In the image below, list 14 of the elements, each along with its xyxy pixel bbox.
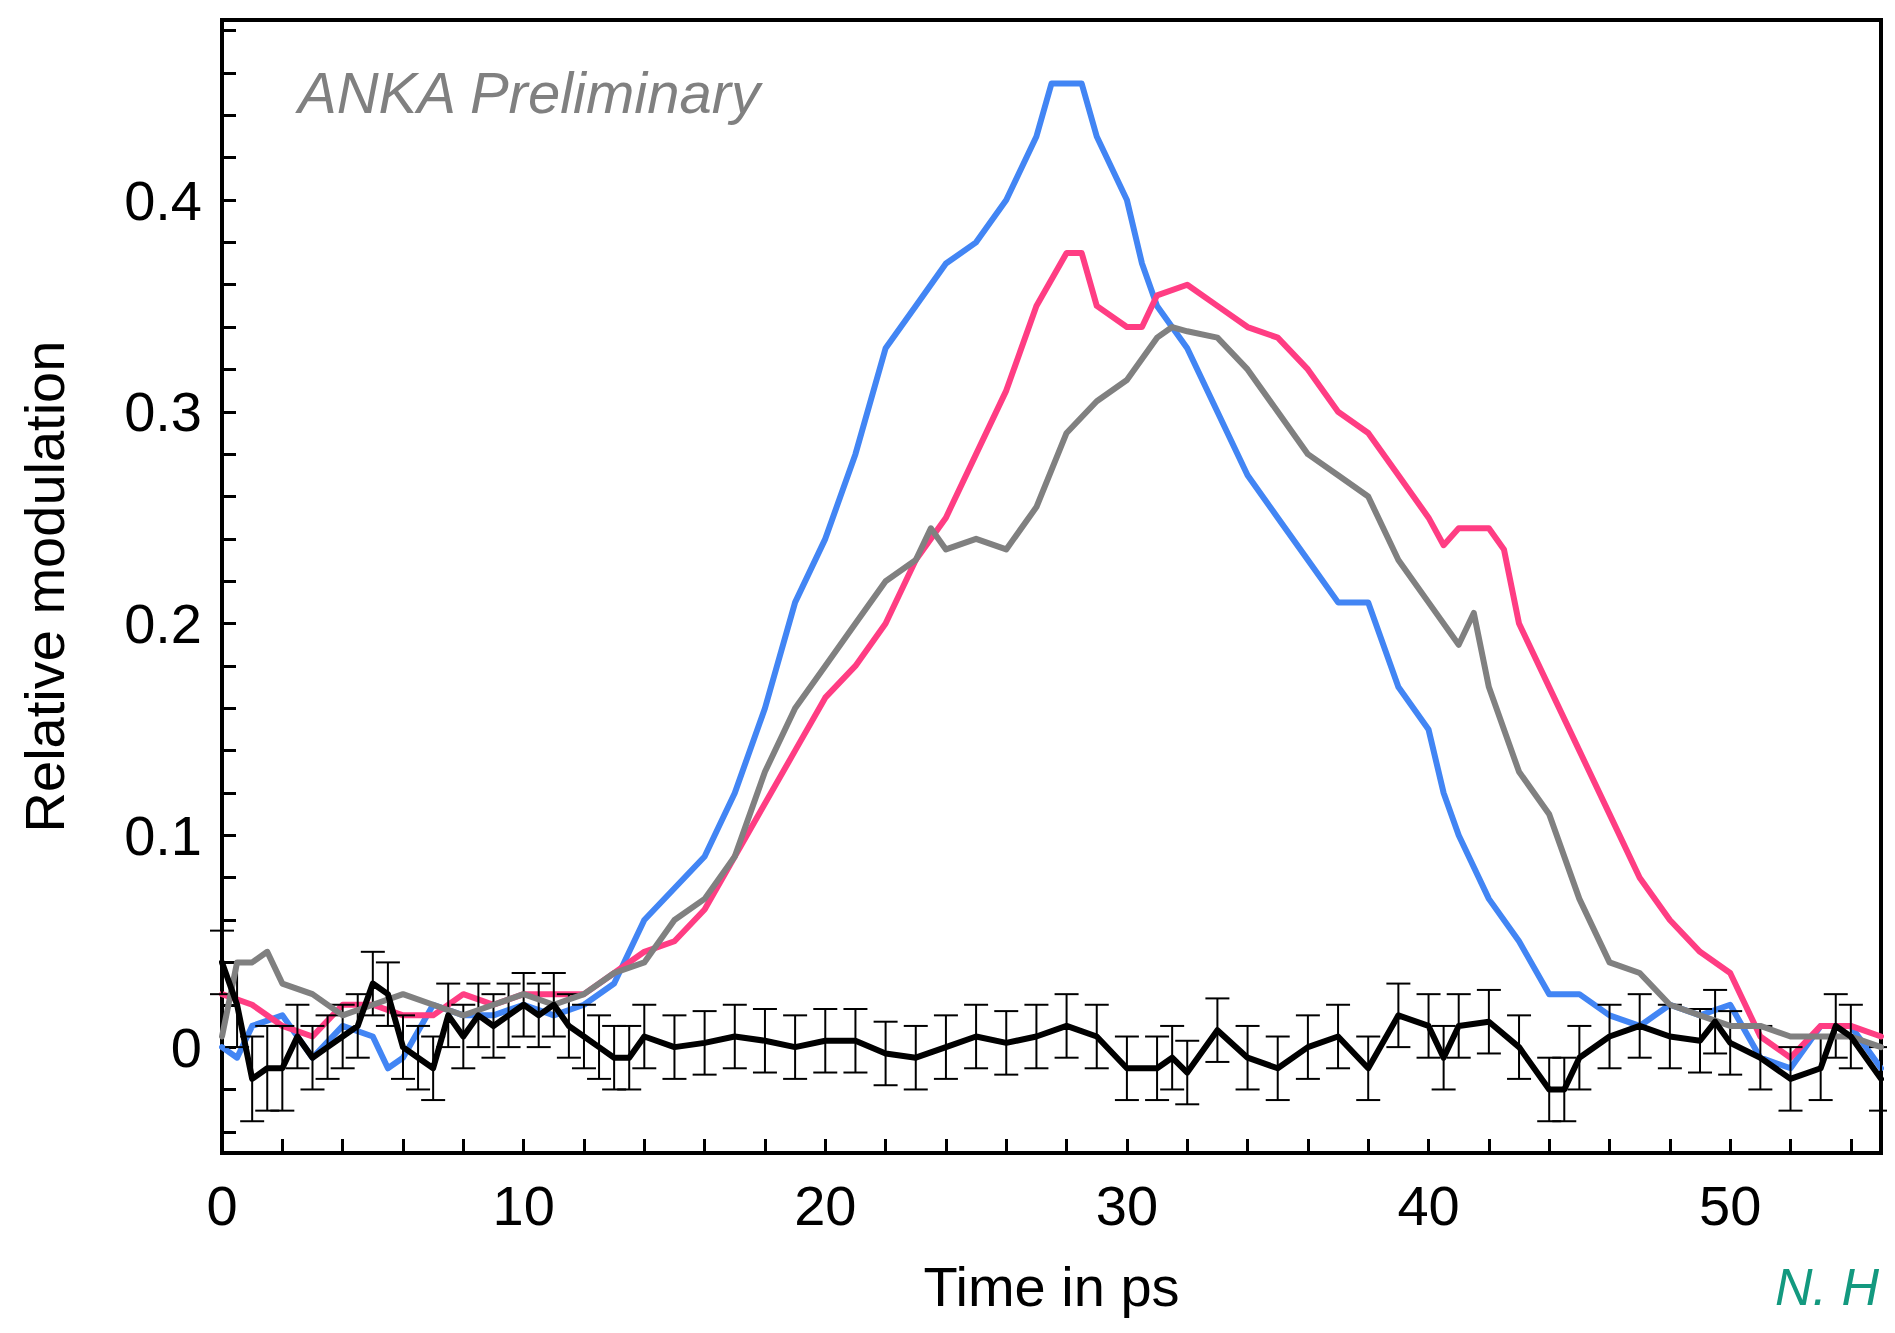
- x-axis-title: Time in ps: [923, 1254, 1180, 1318]
- y-tick-label: 0.3: [124, 380, 202, 444]
- x-tick-label: 40: [1397, 1173, 1460, 1237]
- x-tick-label: 50: [1699, 1173, 1762, 1237]
- x-tick-label: 10: [492, 1173, 555, 1237]
- y-tick-label: 0: [170, 1015, 202, 1079]
- y-tick-label: 0.2: [124, 592, 202, 656]
- x-tick-label: 30: [1095, 1173, 1159, 1237]
- x-tick-label: 20: [794, 1173, 857, 1237]
- y-axis-title: Relative modulation: [12, 340, 76, 833]
- y-tick-label: 0.4: [124, 168, 202, 232]
- text: N. H: [1775, 1258, 1880, 1316]
- y-tick-label: 0.1: [124, 803, 202, 867]
- annotation: ANKA Preliminary: [295, 59, 763, 125]
